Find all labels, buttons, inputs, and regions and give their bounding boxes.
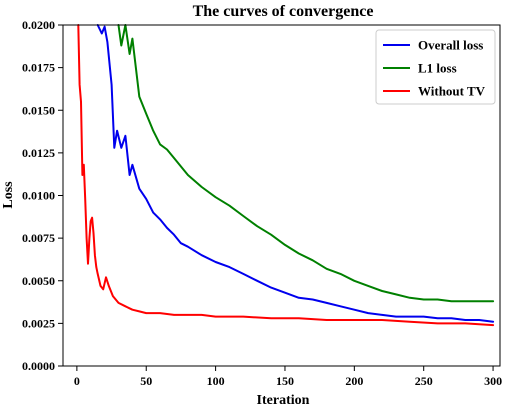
x-tick-label: 100: [207, 374, 225, 388]
y-tick-label: 0.0200: [22, 18, 55, 32]
x-tick-label: 250: [415, 374, 433, 388]
y-tick-label: 0.0000: [22, 359, 55, 373]
legend-label-0: Overall loss: [418, 38, 483, 53]
x-tick-label: 200: [345, 374, 363, 388]
legend: Overall loss L1 loss Without TV: [375, 29, 496, 105]
x-tick-label: 0: [74, 374, 80, 388]
y-tick-label: 0.0050: [22, 274, 55, 288]
y-tick-label: 0.0150: [22, 103, 55, 117]
y-axis-label: Loss: [1, 181, 16, 209]
x-tick-label: 300: [484, 374, 502, 388]
series-line-0: [96, 24, 495, 323]
legend-box: [375, 29, 496, 105]
y-tick-label: 0.0025: [22, 316, 55, 330]
y-tick-label: 0.0100: [22, 189, 55, 203]
x-axis-label: Iteration: [257, 393, 310, 408]
legend-label-2: Without TV: [418, 84, 486, 99]
series-line-2: [77, 24, 495, 327]
series-line-1: [117, 24, 495, 303]
ticks-layer: 0 50 100 150 200 250 300 0.0000 0.0025 0.0050 0.00…: [22, 18, 502, 388]
x-tick-label: 50: [140, 374, 152, 388]
series-layer: [77, 24, 495, 327]
y-tick-label: 0.0175: [22, 61, 55, 75]
y-tick-label: 0.0075: [22, 231, 55, 245]
y-tick-label: 0.0125: [22, 146, 55, 160]
chart-title: The curves of convergence: [193, 3, 374, 20]
legend-label-1: L1 loss: [418, 61, 457, 76]
x-tick-label: 150: [276, 374, 294, 388]
